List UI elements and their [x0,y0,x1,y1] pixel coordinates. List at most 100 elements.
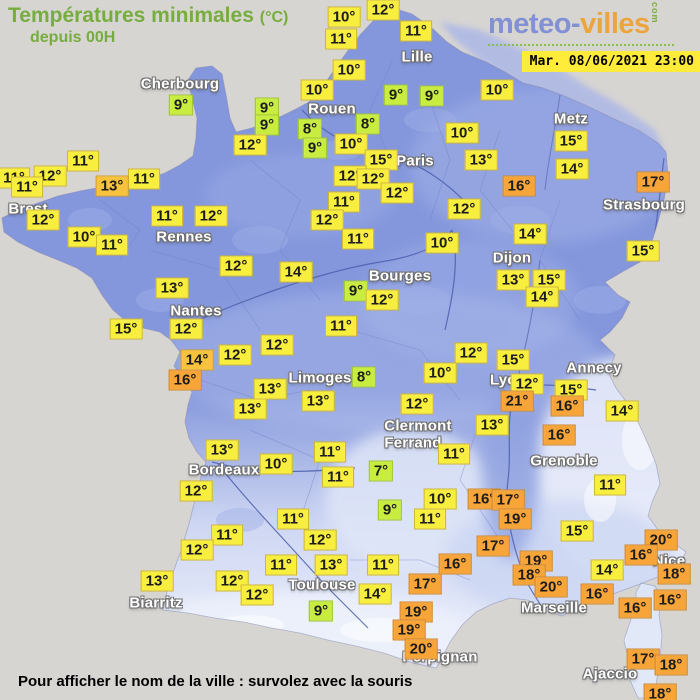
temp-label[interactable]: 20° [534,576,568,598]
temp-label[interactable]: 10° [425,232,459,254]
temp-label[interactable]: 20° [404,638,438,660]
temp-label[interactable]: 10° [259,453,293,475]
temp-label[interactable]: 9° [377,499,403,521]
temp-label[interactable]: 16° [168,369,202,391]
temp-label[interactable]: 12° [380,182,414,204]
temp-label[interactable]: 10° [423,488,457,510]
temp-label[interactable]: 13° [205,439,239,461]
temp-label[interactable]: 12° [365,289,399,311]
temp-label[interactable]: 16° [580,583,614,605]
temp-label[interactable]: 16° [438,553,472,575]
temp-label[interactable]: 11° [128,168,160,190]
temp-label[interactable]: 10° [327,6,361,28]
temp-label[interactable]: 12° [194,205,228,227]
temp-label[interactable]: 11° [325,28,357,50]
temp-label[interactable]: 12° [447,198,481,220]
temp-label[interactable]: 11° [414,508,446,530]
temp-label[interactable]: 16° [653,589,687,611]
temp-label[interactable]: 14° [180,349,214,371]
temp-label[interactable]: 10° [332,59,366,81]
temp-label[interactable]: 14° [358,583,392,605]
temp-label[interactable]: 13° [464,149,498,171]
temp-label[interactable]: 18° [643,683,677,700]
temp-label[interactable]: 16° [542,424,576,446]
temp-label[interactable]: 16° [550,395,584,417]
temp-label[interactable]: 15° [364,149,398,171]
temp-label[interactable]: 7° [368,460,394,482]
temp-label[interactable]: 14° [555,158,589,180]
temp-label[interactable]: 15° [109,318,143,340]
temp-label[interactable]: 15° [496,349,530,371]
temp-label[interactable]: 11° [325,315,357,337]
temp-label[interactable]: 10° [334,133,368,155]
temp-label[interactable]: 9° [168,94,194,116]
temp-label[interactable]: 15° [560,520,594,542]
temp-label[interactable]: 11° [277,508,309,530]
temp-label[interactable]: 11° [211,524,243,546]
temp-label[interactable]: 21° [500,390,534,412]
temp-label[interactable]: 14° [590,559,624,581]
temp-label[interactable]: 12° [454,342,488,364]
temp-label[interactable]: 19° [392,619,426,641]
temp-label[interactable]: 16° [624,544,658,566]
temp-label[interactable]: 11° [96,234,128,256]
temp-label[interactable]: 10° [480,79,514,101]
temp-label[interactable]: 8° [351,366,377,388]
temp-label[interactable]: 12° [180,539,214,561]
temp-label[interactable]: 13° [233,398,267,420]
temp-label[interactable]: 15° [626,240,660,262]
temp-label[interactable]: 11° [438,443,470,465]
temp-label[interactable]: 9° [308,600,334,622]
temp-label[interactable]: 11° [342,228,374,250]
temp-label[interactable]: 10° [445,122,479,144]
temp-label[interactable]: 12° [310,209,344,231]
temp-label[interactable]: 13° [314,554,348,576]
temp-label[interactable]: 12° [219,255,253,277]
temp-label[interactable]: 9° [343,280,369,302]
temp-label[interactable]: 11° [328,191,360,213]
temp-label[interactable]: 11° [151,205,183,227]
temp-label[interactable]: 16° [502,175,536,197]
temp-label[interactable]: 17° [636,171,670,193]
temp-label[interactable]: 10° [300,79,334,101]
temp-label[interactable]: 12° [260,334,294,356]
temp-label[interactable]: 12° [366,0,400,21]
temp-label[interactable]: 13° [475,414,509,436]
temp-label[interactable]: 12° [400,393,434,415]
temp-label[interactable]: 11° [322,466,354,488]
temp-label[interactable]: 13° [95,175,129,197]
temp-label[interactable]: 11° [67,150,99,172]
temp-label[interactable]: 13° [140,570,174,592]
temp-label[interactable]: 8° [297,118,323,140]
temp-label[interactable]: 12° [240,584,274,606]
temp-label[interactable]: 17° [491,489,525,511]
temp-label[interactable]: 19° [498,508,532,530]
temp-label[interactable]: 11° [11,176,43,198]
temp-label[interactable]: 12° [179,480,213,502]
temp-label[interactable]: 17° [408,573,442,595]
temp-label[interactable]: 13° [253,378,287,400]
temp-label[interactable]: 12° [215,570,249,592]
temp-label[interactable]: 13° [155,277,189,299]
temp-label[interactable]: 9° [419,85,445,107]
temp-label[interactable]: 11° [314,441,346,463]
temp-label[interactable]: 14° [279,261,313,283]
temp-label[interactable]: 13° [496,269,530,291]
temp-label[interactable]: 12° [233,134,267,156]
temp-label[interactable]: 15° [532,269,566,291]
temp-label[interactable]: 18° [654,654,688,676]
temp-label[interactable]: 15° [554,130,588,152]
temp-label[interactable]: 12° [218,344,252,366]
temp-label[interactable]: 12° [169,318,203,340]
temp-label[interactable]: 16° [618,597,652,619]
site-logo[interactable]: meteo-villescom [488,2,674,46]
temp-label[interactable]: 14° [525,286,559,308]
temp-label[interactable]: 10° [423,362,457,384]
temp-label[interactable]: 11° [400,20,432,42]
temp-label[interactable]: 18° [657,563,691,585]
temp-label[interactable]: 11° [265,554,297,576]
temp-label[interactable]: 14° [513,223,547,245]
temp-label[interactable]: 12° [26,209,60,231]
temp-label[interactable]: 13° [301,390,335,412]
temp-label[interactable]: 17° [626,648,660,670]
